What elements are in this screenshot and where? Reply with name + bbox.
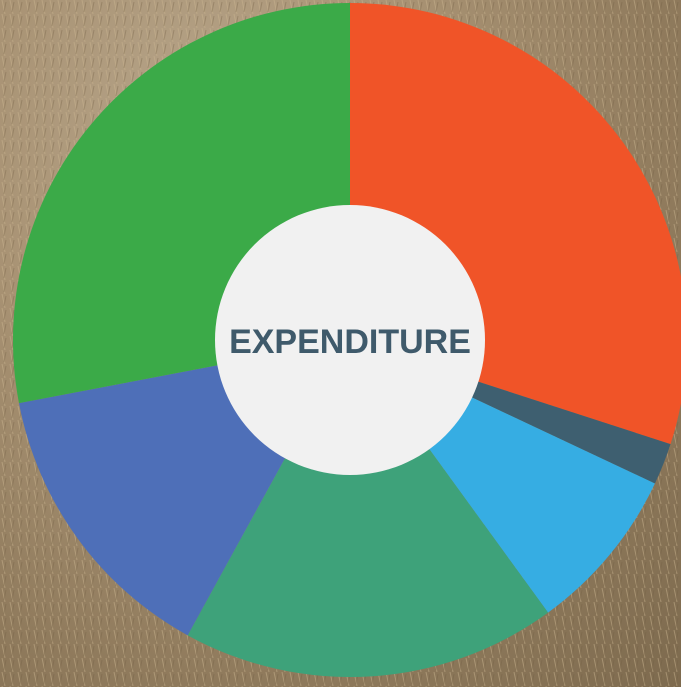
donut-slice [350, 3, 681, 445]
center-label: EXPENDITURE [229, 323, 471, 361]
donut-slice [12, 3, 350, 404]
donut-slice [467, 380, 671, 484]
donut-slice [187, 445, 549, 678]
donut-slice [426, 395, 655, 613]
donut-slice [18, 364, 288, 636]
donut-hole [215, 205, 485, 475]
